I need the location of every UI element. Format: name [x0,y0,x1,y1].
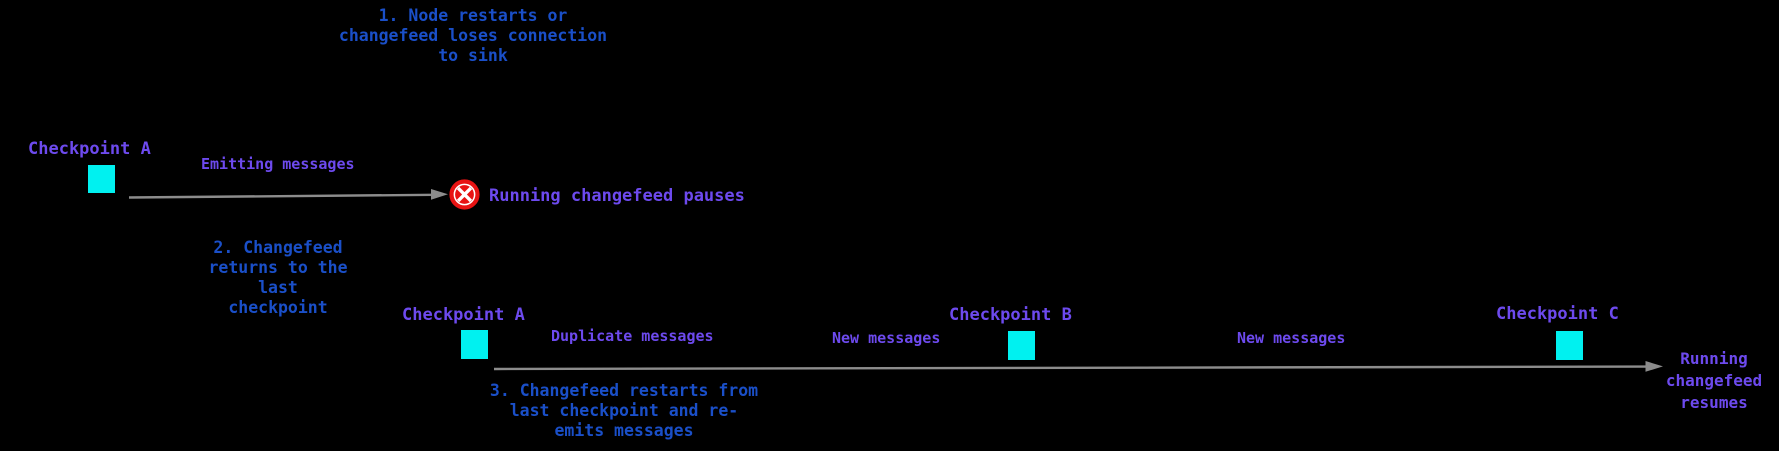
changefeed-pauses-label: Running changefeed pauses [489,186,745,206]
step1-annotation: 1. Node restarts or changefeed loses con… [338,6,608,65]
new-messages-label-2: New messages [1237,329,1346,347]
checkpoint-a2-marker [461,330,488,359]
checkpoint-b-marker [1008,331,1035,360]
timeline1-checkpoint-a-label: Checkpoint A [28,139,151,159]
timeline2-checkpoint-a-label: Checkpoint A [402,305,525,325]
changefeed-resumes-label: Running changefeed resumes [1665,349,1763,412]
step3-annotation: 3. Changefeed restarts from last checkpo… [489,381,759,440]
step2-annotation: 2. Changefeed returns to the last checkp… [208,238,348,317]
error-x-icon [449,179,480,210]
checkpoint-c-marker [1556,331,1583,360]
checkpoint-b-label: Checkpoint B [949,305,1072,325]
checkpoint-c-label: Checkpoint C [1496,304,1619,324]
timeline1-arrow [128,189,448,200]
new-messages-label-1: New messages [832,329,941,347]
checkpoint-a1-marker [88,165,115,193]
duplicate-messages-label: Duplicate messages [551,327,714,345]
timeline2-arrow [493,361,1663,372]
emitting-messages-label: Emitting messages [201,155,355,173]
